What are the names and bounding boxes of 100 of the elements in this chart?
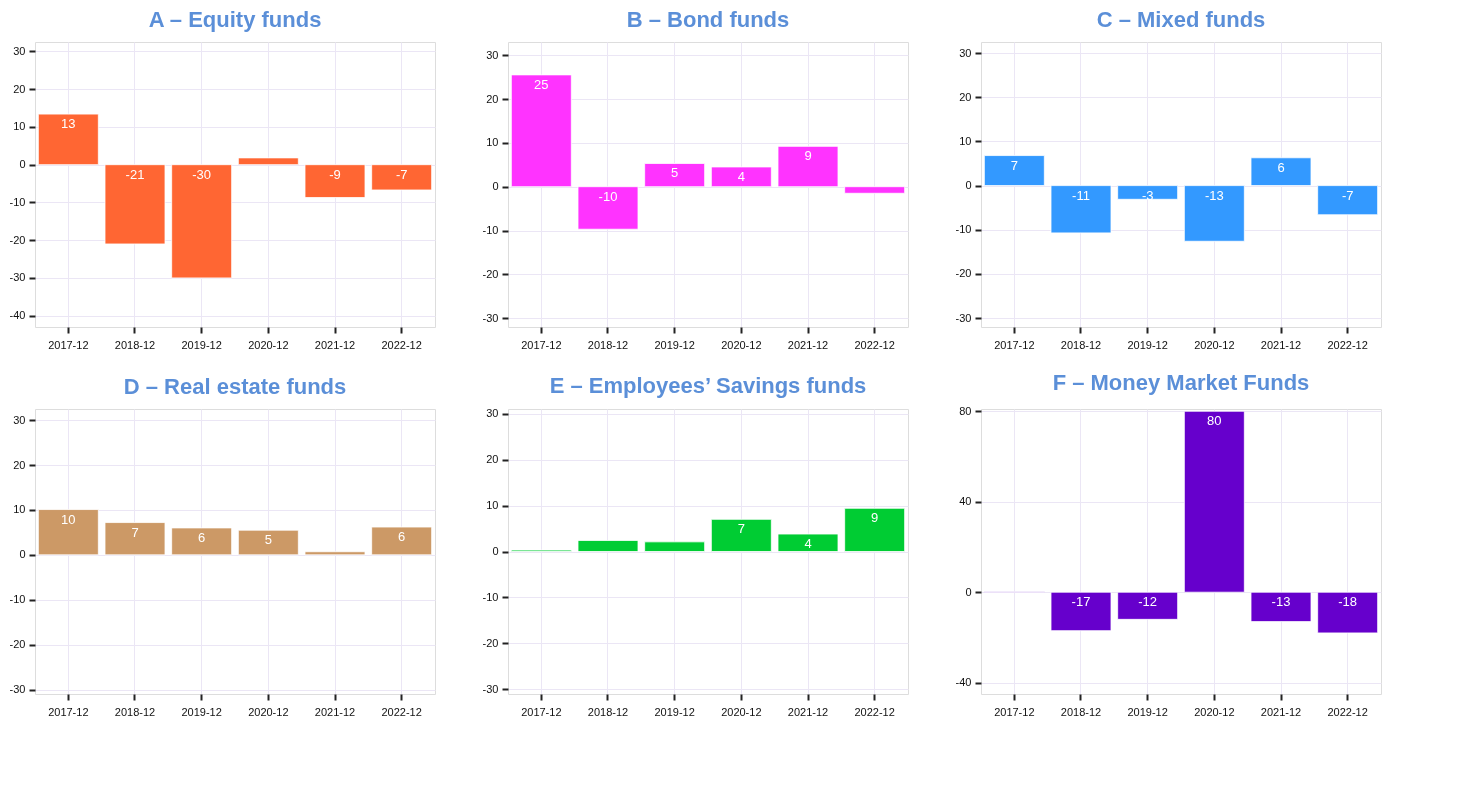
y-tick-label: 0: [492, 180, 499, 193]
x-tick-label: 2017-12: [994, 338, 1035, 351]
x-tick-label: 2019-12: [181, 705, 222, 718]
data-label: -17: [1071, 594, 1091, 610]
bar: [1050, 185, 1112, 234]
bar: [1117, 185, 1179, 200]
y-tick-label: -10: [482, 590, 499, 603]
data-label: 7: [131, 524, 139, 540]
chart-title: E – Employees’ Savings funds: [549, 372, 867, 398]
y-tick-label: 80: [959, 404, 972, 417]
x-tick-label: 2022-12: [381, 705, 422, 718]
bar: [171, 164, 233, 279]
data-label: 4: [737, 168, 745, 184]
y-tick-label: -30: [482, 311, 499, 324]
y-tick-label: 0: [965, 585, 972, 598]
data-label: 25: [534, 76, 549, 92]
data-label: 9: [804, 148, 812, 164]
y-tick-label: 0: [965, 179, 972, 192]
data-label: 5: [264, 532, 272, 548]
data-label: 7: [737, 521, 745, 537]
data-label: -10: [598, 188, 618, 204]
bar: [644, 163, 706, 188]
y-tick-label: -10: [955, 223, 972, 236]
x-tick-label: 2022-12: [1327, 705, 1368, 718]
y-tick-label: 20: [13, 82, 26, 95]
x-tick-label: 2019-12: [1127, 338, 1168, 351]
bar: [37, 509, 99, 556]
y-tick-label: 20: [486, 92, 499, 105]
y-tick-label: -20: [9, 638, 26, 651]
data-label: 6: [398, 529, 406, 545]
data-label: -9: [329, 166, 341, 182]
x-tick-label: 2022-12: [854, 705, 895, 718]
x-tick-label: 2018-12: [587, 705, 629, 718]
y-tick-label: 20: [486, 453, 499, 466]
bar: [304, 164, 366, 198]
x-tick-label: 2020-12: [721, 705, 762, 718]
bar: [1317, 185, 1379, 216]
bar: [577, 540, 639, 552]
bar: [983, 155, 1045, 186]
y-tick-label: -10: [9, 593, 26, 606]
x-tick-label: 2018-12: [114, 338, 156, 351]
data-label: 10: [61, 511, 76, 527]
data-label: -7: [1341, 187, 1354, 203]
x-tick-label: 2017-12: [994, 705, 1035, 718]
y-tick-label: -40: [9, 309, 26, 322]
data-label: -12: [1138, 594, 1158, 610]
x-tick-label: 2020-12: [721, 338, 762, 351]
x-tick-label: 2020-12: [248, 705, 289, 718]
bar: [710, 166, 772, 188]
bar: [1050, 591, 1112, 632]
x-tick-label: 2021-12: [1260, 705, 1302, 718]
bar: [1250, 591, 1312, 623]
x-tick-label: 2021-12: [1260, 338, 1302, 351]
x-tick-label: 2020-12: [1194, 705, 1235, 718]
y-tick-label: -20: [955, 267, 972, 280]
bar: [710, 518, 772, 552]
data-label: 7: [1010, 157, 1018, 173]
y-tick-label: 10: [13, 120, 26, 133]
y-tick-label: -20: [482, 636, 499, 649]
data-label: -7: [395, 166, 408, 182]
y-tick-label: -30: [955, 311, 972, 324]
x-tick-label: 2018-12: [587, 338, 629, 351]
y-tick-label: 0: [492, 545, 499, 557]
bar: [104, 522, 166, 556]
y-tick-label: -30: [9, 271, 26, 284]
x-tick-label: 2017-12: [48, 338, 89, 351]
bar: [844, 186, 906, 194]
y-tick-label: 10: [959, 134, 972, 147]
bar: [1250, 157, 1312, 186]
bar: [777, 145, 839, 188]
y-tick-label: 30: [486, 48, 499, 61]
x-tick-label: 2018-12: [1060, 338, 1102, 351]
chart-title: C – Mixed funds: [1096, 7, 1266, 32]
data-label: -11: [1072, 187, 1090, 203]
y-tick-label: -20: [482, 267, 499, 280]
bar: [37, 113, 99, 166]
x-tick-label: 2017-12: [48, 705, 89, 718]
y-tick-label: -10: [9, 195, 26, 208]
x-tick-label: 2021-12: [314, 705, 356, 718]
y-tick-label: 20: [13, 458, 26, 471]
x-tick-label: 2022-12: [854, 338, 895, 351]
bar: [1183, 185, 1245, 242]
x-tick-label: 2018-12: [114, 705, 156, 718]
data-label: -21: [125, 166, 145, 182]
bar: [577, 186, 639, 230]
x-tick-label: 2021-12: [314, 338, 356, 351]
y-tick-label: 10: [13, 503, 26, 516]
bar: [844, 507, 906, 552]
data-label: 5: [671, 165, 679, 181]
bar: [1117, 591, 1179, 620]
y-tick-label: 0: [19, 548, 26, 561]
x-tick-label: 2018-12: [1060, 705, 1102, 718]
x-tick-label: 2021-12: [787, 705, 829, 718]
bar: [304, 551, 366, 556]
bar: [171, 527, 233, 556]
bar: [371, 526, 433, 556]
x-tick-label: 2022-12: [1327, 338, 1368, 351]
data-label: 9: [871, 510, 879, 526]
x-tick-label: 2019-12: [1127, 705, 1168, 718]
bar: [371, 164, 433, 191]
